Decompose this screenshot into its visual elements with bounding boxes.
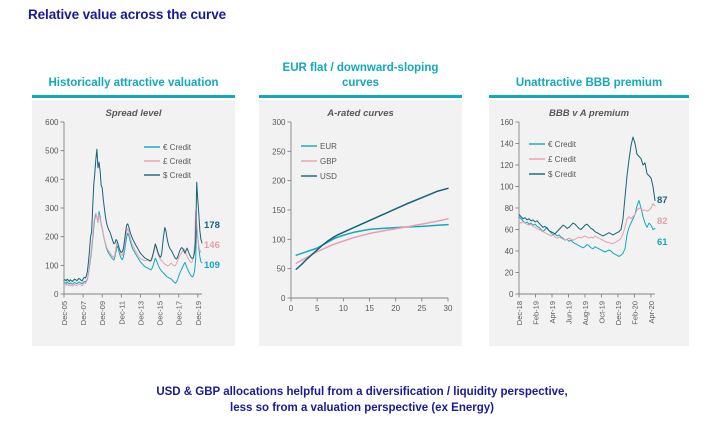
svg-text:Feb-19: Feb-19 xyxy=(531,301,540,325)
svg-text:20: 20 xyxy=(391,304,400,313)
panel-heading: Unattractive BBB premium xyxy=(515,76,663,89)
caption-line-1: USD & GBP allocations helpful from a div… xyxy=(156,386,568,398)
svg-text:250: 250 xyxy=(272,147,286,156)
svg-text:Feb-20: Feb-20 xyxy=(630,301,639,325)
svg-text:100: 100 xyxy=(500,183,514,192)
panel-accent-rule xyxy=(259,95,462,98)
panel-accent-rule xyxy=(32,95,235,98)
svg-text:Dec-19: Dec-19 xyxy=(194,301,203,325)
svg-text:20: 20 xyxy=(505,269,514,278)
svg-text:£ Credit: £ Credit xyxy=(548,155,577,164)
svg-text:Dec-17: Dec-17 xyxy=(175,301,184,325)
svg-text:USD: USD xyxy=(320,172,337,181)
svg-text:40: 40 xyxy=(505,247,514,256)
svg-text:146: 146 xyxy=(204,240,220,251)
svg-text:15: 15 xyxy=(365,304,374,313)
svg-text:£ Credit: £ Credit xyxy=(163,157,192,166)
caption-line-2: less so from a valuation perspective (ex… xyxy=(230,402,494,414)
svg-text:$ Credit: $ Credit xyxy=(163,171,192,180)
svg-text:Dec-19: Dec-19 xyxy=(614,301,623,325)
svg-text:61: 61 xyxy=(657,237,668,248)
chart-panel-spread-level: Historically attractive valuation Spread… xyxy=(32,58,235,348)
svg-text:Dec-07: Dec-07 xyxy=(79,301,88,325)
chart-area: A-rated curves 0 50 100 150 200 250 300 0 5 10 15 2… xyxy=(259,100,462,346)
svg-text:Apr-19: Apr-19 xyxy=(548,301,557,324)
svg-text:Dec-09: Dec-09 xyxy=(98,301,107,325)
page-title: Relative value across the curve xyxy=(28,7,227,22)
svg-text:300: 300 xyxy=(45,204,59,213)
svg-text:600: 600 xyxy=(45,118,59,127)
svg-text:€ Credit: € Credit xyxy=(548,140,577,149)
svg-text:0: 0 xyxy=(509,290,514,299)
svg-text:120: 120 xyxy=(500,161,514,170)
svg-text:178: 178 xyxy=(204,220,220,231)
spread-level-chart: 0 100 200 300 400 500 600 Dec-05 Dec-07 Dec-09 Dec… xyxy=(45,118,220,325)
panel-heading: Historically attractive valuation xyxy=(48,76,219,89)
chart-area: Spread level 0 100 200 300 400 500 600 Dec-05 De… xyxy=(32,100,235,346)
svg-text:Dec-18: Dec-18 xyxy=(515,301,524,325)
svg-text:GBP: GBP xyxy=(320,157,337,166)
svg-text:Dec-05: Dec-05 xyxy=(60,301,69,325)
svg-text:Apr-20: Apr-20 xyxy=(647,301,656,324)
svg-text:160: 160 xyxy=(500,118,514,127)
svg-text:200: 200 xyxy=(45,233,59,242)
svg-text:200: 200 xyxy=(272,177,286,186)
svg-text:Dec-15: Dec-15 xyxy=(156,301,165,325)
svg-text:60: 60 xyxy=(505,226,514,235)
svg-text:Jun-19: Jun-19 xyxy=(564,301,573,324)
svg-text:100: 100 xyxy=(272,235,286,244)
svg-text:140: 140 xyxy=(500,140,514,149)
bbb-v-a-premium-chart: 0 20 40 60 80 100 120 140 160 Dec-18 Feb-19 Apr-19 J… xyxy=(500,118,668,325)
svg-text:30: 30 xyxy=(444,304,453,313)
svg-text:0: 0 xyxy=(54,290,59,299)
svg-text:50: 50 xyxy=(277,265,286,274)
svg-text:Dec-13: Dec-13 xyxy=(136,301,145,325)
svg-text:$ Credit: $ Credit xyxy=(548,170,577,179)
svg-text:300: 300 xyxy=(272,118,286,127)
svg-text:0: 0 xyxy=(289,304,294,313)
svg-text:€ Credit: € Credit xyxy=(163,143,192,152)
panel-heading: EUR flat / downward-sloping curves xyxy=(282,62,439,89)
svg-text:400: 400 xyxy=(45,175,59,184)
chart-panel-a-rated-curves: EUR flat / downward-sloping curves A-rat… xyxy=(259,58,462,348)
svg-text:500: 500 xyxy=(45,147,59,156)
svg-text:Dec-11: Dec-11 xyxy=(117,301,126,325)
svg-text:EUR: EUR xyxy=(320,142,337,151)
svg-text:87: 87 xyxy=(657,195,668,206)
svg-text:150: 150 xyxy=(272,206,286,215)
a-rated-curves-chart: 0 50 100 150 200 250 300 0 5 10 15 20 25 30 EUR GBP USD xyxy=(272,118,453,313)
svg-text:Aug-19: Aug-19 xyxy=(581,301,590,325)
chart-panel-bbb-premium: Unattractive BBB premium BBB v A premium… xyxy=(489,58,689,348)
chart-area: BBB v A premium 0 20 40 60 80 100 120 140 160 Dec… xyxy=(489,100,689,346)
panel-accent-rule xyxy=(489,95,689,98)
svg-text:100: 100 xyxy=(45,261,59,270)
svg-text:82: 82 xyxy=(657,216,668,227)
svg-text:0: 0 xyxy=(281,294,286,303)
summary-caption: USD & GBP allocations helpful from a div… xyxy=(0,384,724,416)
svg-text:5: 5 xyxy=(315,304,320,313)
svg-text:Oct-19: Oct-19 xyxy=(597,301,606,324)
svg-text:10: 10 xyxy=(339,304,348,313)
svg-text:25: 25 xyxy=(417,304,426,313)
svg-text:80: 80 xyxy=(505,204,514,213)
svg-text:109: 109 xyxy=(204,260,220,271)
